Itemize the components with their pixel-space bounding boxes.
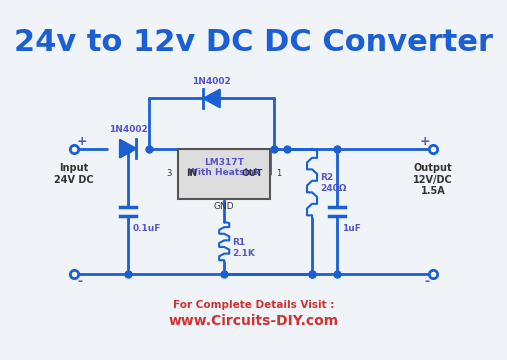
Polygon shape xyxy=(120,139,136,158)
Text: 1N4002: 1N4002 xyxy=(108,125,148,134)
Text: 1N4002: 1N4002 xyxy=(192,77,231,86)
Text: 1: 1 xyxy=(276,169,282,178)
Text: 24v to 12v DC DC Converter: 24v to 12v DC DC Converter xyxy=(14,27,493,57)
Text: For Complete Details Visit :: For Complete Details Visit : xyxy=(173,301,334,310)
Text: OUT: OUT xyxy=(241,169,263,178)
Text: www.Circuits-DIY.com: www.Circuits-DIY.com xyxy=(168,314,339,328)
Polygon shape xyxy=(203,89,220,108)
Bar xyxy=(178,149,270,199)
Text: -: - xyxy=(77,275,82,288)
Text: Output
12V/DC
1.5A: Output 12V/DC 1.5A xyxy=(413,163,453,197)
Text: 3: 3 xyxy=(167,169,172,178)
Text: GND: GND xyxy=(214,202,235,211)
Text: +: + xyxy=(419,135,430,148)
Text: R1
2.1K: R1 2.1K xyxy=(233,238,256,258)
Text: R2
240Ω: R2 240Ω xyxy=(320,174,347,193)
Text: +: + xyxy=(77,135,88,148)
Text: Input
24V DC: Input 24V DC xyxy=(54,163,93,185)
Text: 1uF: 1uF xyxy=(342,224,361,233)
Text: -: - xyxy=(425,275,430,288)
Text: IN: IN xyxy=(186,169,197,178)
Text: LM317T
With Heatsink: LM317T With Heatsink xyxy=(188,158,261,177)
Text: 0.1uF: 0.1uF xyxy=(133,224,161,233)
